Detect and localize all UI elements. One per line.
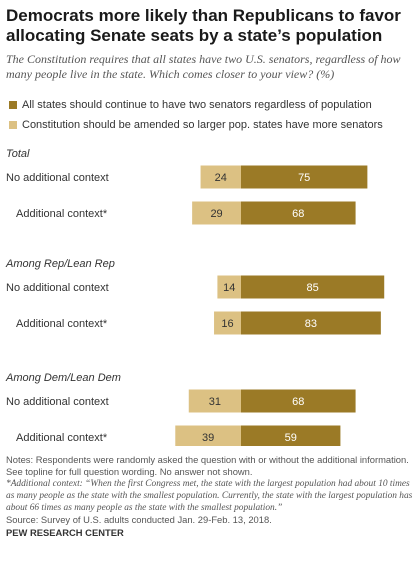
bar-keep <box>241 389 356 413</box>
value-label-keep: 68 <box>292 396 304 408</box>
value-label-amend: 39 <box>202 432 214 444</box>
bar-keep <box>241 311 381 335</box>
legend-swatch-amend <box>9 121 17 129</box>
row-label: No additional context <box>6 172 109 184</box>
notes-context: *Additional context: “When the first Con… <box>6 479 413 513</box>
bar-keep <box>241 425 341 446</box>
value-label-amend: 16 <box>221 318 233 330</box>
value-label-keep: 83 <box>305 318 317 330</box>
source-text: Source: Survey of U.S. adults conducted … <box>6 514 272 525</box>
legend: All states should continue to have two s… <box>6 95 416 135</box>
legend-swatch-keep <box>9 101 17 109</box>
row-label: Additional context* <box>16 318 108 330</box>
row-label: Additional context* <box>16 208 108 220</box>
bar-keep <box>241 165 368 189</box>
bar-amend <box>217 275 241 299</box>
chart-title: Democrats more likely than Republicans t… <box>6 6 401 45</box>
chart-subtitle: The Constitution requires that all state… <box>6 52 401 81</box>
bar-keep <box>241 201 356 225</box>
value-label-keep: 68 <box>292 208 304 220</box>
source-org: PEW RESEARCH CENTER <box>6 527 124 538</box>
bar-chart: Total No additional context 24 75 Additional… <box>5 148 385 446</box>
value-label-amend: 24 <box>215 172 227 184</box>
group-label: Among Dem/Lean Dem <box>5 372 121 384</box>
row-label: No additional context <box>6 396 109 408</box>
value-label-keep: 59 <box>285 432 297 444</box>
bar-keep <box>241 275 385 299</box>
notes-text: Notes: Respondents were randomly asked t… <box>6 454 409 477</box>
legend-label-amend: Constitution should be amended so larger… <box>22 119 383 131</box>
value-label-keep: 85 <box>306 282 318 294</box>
value-label-amend: 31 <box>209 396 221 408</box>
group-label: Among Rep/Lean Rep <box>5 258 115 270</box>
bar-amend <box>192 201 241 225</box>
bar-amend <box>188 389 241 413</box>
notes: Notes: Respondents were randomly asked t… <box>6 454 416 539</box>
bar-amend <box>175 425 241 446</box>
bar-amend <box>200 165 241 189</box>
value-label-keep: 75 <box>298 172 310 184</box>
value-label-amend: 29 <box>210 208 222 220</box>
bar-amend <box>214 311 241 335</box>
value-label-amend: 14 <box>223 282 235 294</box>
legend-item-keep: All states should continue to have two s… <box>6 95 416 115</box>
group-label: Total <box>6 148 30 160</box>
row-label: Additional context* <box>16 432 108 444</box>
row-label: No additional context <box>6 282 109 294</box>
legend-label-keep: All states should continue to have two s… <box>22 99 372 111</box>
legend-item-amend: Constitution should be amended so larger… <box>6 115 416 135</box>
